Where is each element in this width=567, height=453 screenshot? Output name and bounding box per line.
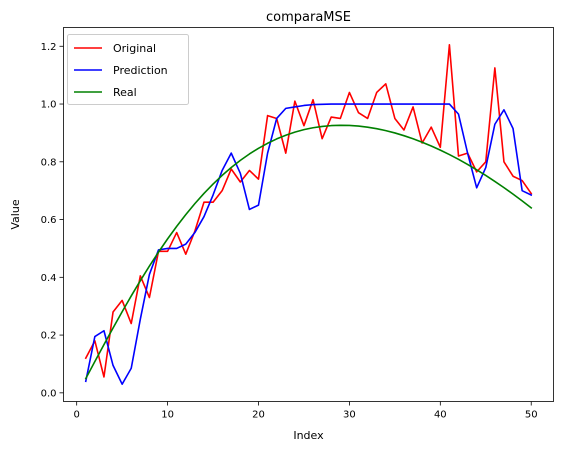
- legend-label-original: Original: [113, 42, 156, 55]
- x-tick-label: 20: [252, 410, 265, 421]
- y-tick-label: 0.4: [41, 273, 57, 284]
- x-tick-label: 0: [73, 410, 79, 421]
- y-axis-ticks: 0.0 0.2 0.4 0.6 0.8 1.0 1.2: [41, 42, 64, 399]
- legend: Original Prediction Real: [67, 34, 189, 105]
- y-tick-label: 0.2: [41, 331, 57, 342]
- y-tick-label: 1.2: [41, 42, 57, 53]
- x-tick-label: 30: [343, 410, 356, 421]
- y-axis-label: Value: [9, 199, 22, 229]
- x-tick-label: 40: [434, 410, 447, 421]
- x-axis-label: Index: [293, 429, 324, 442]
- y-tick-label: 1.0: [41, 100, 57, 111]
- legend-box: [67, 34, 189, 105]
- legend-label-real: Real: [113, 86, 137, 99]
- series-line-real: [84, 124, 533, 380]
- x-tick-label: 10: [161, 410, 174, 421]
- legend-label-prediction: Prediction: [113, 64, 168, 77]
- plot-frame: [63, 27, 554, 402]
- chart-title: comparaMSE: [266, 10, 351, 25]
- y-tick-label: 0.8: [41, 157, 57, 168]
- series-layer: [84, 44, 533, 385]
- y-tick-label: 0.0: [41, 388, 57, 399]
- x-axis-ticks: 0 10 20 30 40 50: [73, 401, 538, 421]
- x-tick-label: 50: [525, 410, 538, 421]
- y-tick-label: 0.6: [41, 215, 57, 226]
